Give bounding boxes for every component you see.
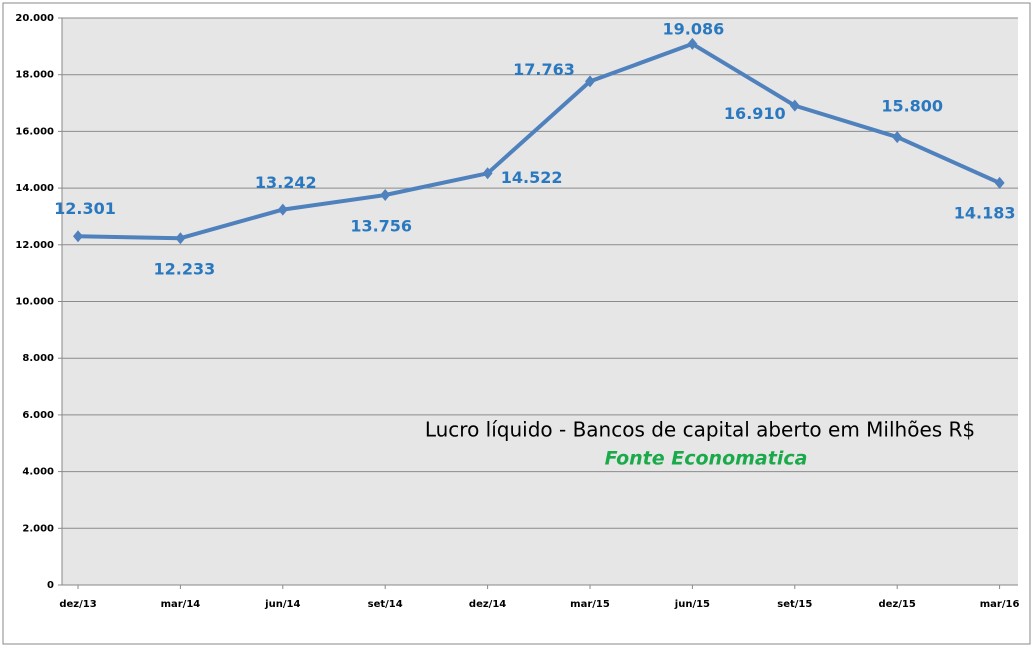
y-tick-label: 8.000 [22, 353, 54, 364]
data-label: 17.763 [513, 60, 575, 79]
y-tick-label: 10.000 [15, 297, 54, 308]
y-tick-label: 6.000 [22, 410, 54, 421]
grid [62, 17, 1018, 586]
y-tick-label: 12.000 [15, 240, 54, 251]
data-point [277, 203, 288, 216]
data-point [585, 75, 595, 88]
data-point [380, 189, 391, 202]
x-tick-label: dez/13 [59, 599, 96, 610]
data-label: 14.522 [501, 168, 563, 187]
y-tick-label: 4.000 [22, 467, 54, 478]
data-point [175, 232, 186, 245]
data-point [482, 167, 493, 180]
x-tick-label: mar/15 [570, 599, 610, 610]
data-label: 12.233 [154, 260, 216, 279]
x-tick-label: set/14 [368, 599, 403, 610]
x-tick-label: mar/14 [161, 599, 201, 610]
data-label: 15.800 [881, 97, 943, 116]
data-label: 13.756 [350, 217, 412, 236]
data-point [994, 176, 1005, 189]
x-tick-label: set/15 [777, 599, 812, 610]
data-point [892, 131, 903, 144]
series-line [77, 41, 1001, 241]
data-label: 16.910 [724, 104, 786, 123]
data-point [789, 99, 800, 112]
chart-title: Lucro líquido - Bancos de capital aberto… [425, 418, 975, 442]
x-tick-label: dez/14 [469, 599, 506, 610]
data-point [73, 230, 83, 243]
data-label: 12.301 [54, 199, 116, 218]
data-label: 19.086 [663, 19, 725, 38]
y-tick-label: 20.000 [15, 13, 54, 24]
x-tick-label: jun/14 [264, 599, 300, 610]
y-tick-label: 16.000 [15, 126, 54, 137]
y-tick-label: 14.000 [15, 183, 54, 194]
chart-subtitle: Fonte Economatica [605, 448, 808, 470]
y-tick-label: 18.000 [15, 70, 54, 81]
x-tick-label: mar/16 [980, 599, 1020, 610]
data-label: 13.242 [255, 173, 317, 192]
x-tick-label: jun/15 [674, 599, 710, 610]
x-tick-label: dez/15 [879, 599, 916, 610]
y-tick-label: 0 [47, 580, 54, 591]
data-point [687, 37, 698, 50]
data-label: 14.183 [954, 203, 1016, 222]
y-tick-label: 2.000 [22, 523, 54, 534]
